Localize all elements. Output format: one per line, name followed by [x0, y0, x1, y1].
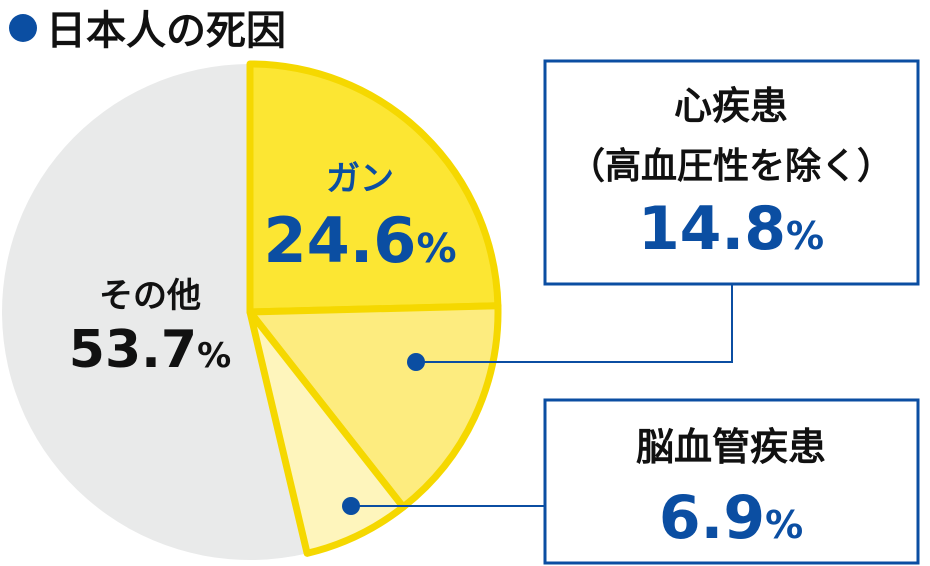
slice-cerebrovascular	[246, 308, 407, 557]
pie-slices	[2, 60, 502, 560]
label-other-value: 53.7%	[69, 320, 231, 380]
label-other-number: 53.7	[69, 320, 197, 380]
label-cancer: ガン 24.6%	[263, 159, 456, 277]
callout-stroke-value: 6.9%	[659, 483, 803, 553]
callout-heart-box	[543, 59, 920, 286]
callout-stroke-unit: %	[765, 503, 803, 547]
label-other-unit: %	[197, 336, 231, 376]
callout-stroke-box	[543, 398, 920, 565]
leader-line-heart	[416, 284, 733, 363]
label-other: その他 53.7%	[69, 276, 231, 380]
chart-title: 日本人の死因	[46, 8, 286, 54]
slice-other	[2, 64, 308, 560]
slice-cancer	[246, 60, 502, 316]
label-cancer-value: 24.6%	[263, 204, 456, 277]
callout-heart: 心疾患 （高血圧性を除く） 14.8%	[543, 59, 920, 286]
leader-dot-heart	[407, 353, 425, 371]
callout-stroke-number: 6.9	[659, 483, 765, 553]
label-cancer-name: ガン	[326, 159, 394, 199]
title-bullet-icon	[9, 14, 37, 42]
callout-heart-name: 心疾患	[674, 84, 788, 128]
callout-heart-value: 14.8%	[638, 194, 824, 264]
leader-heart	[407, 284, 733, 371]
label-cancer-unit: %	[416, 226, 456, 272]
label-other-name: その他	[99, 276, 201, 316]
callout-stroke: 脳血管疾患 6.9%	[543, 398, 920, 565]
leader-dot-stroke	[342, 497, 360, 515]
leader-stroke	[342, 497, 545, 515]
callout-heart-number: 14.8	[638, 194, 786, 264]
label-cancer-number: 24.6	[263, 204, 416, 277]
callout-heart-qualifier: （高血圧性を除く）	[569, 146, 893, 187]
callout-stroke-name: 脳血管疾患	[636, 425, 826, 469]
slice-heart-disease	[246, 302, 502, 511]
callout-heart-unit: %	[786, 214, 824, 258]
